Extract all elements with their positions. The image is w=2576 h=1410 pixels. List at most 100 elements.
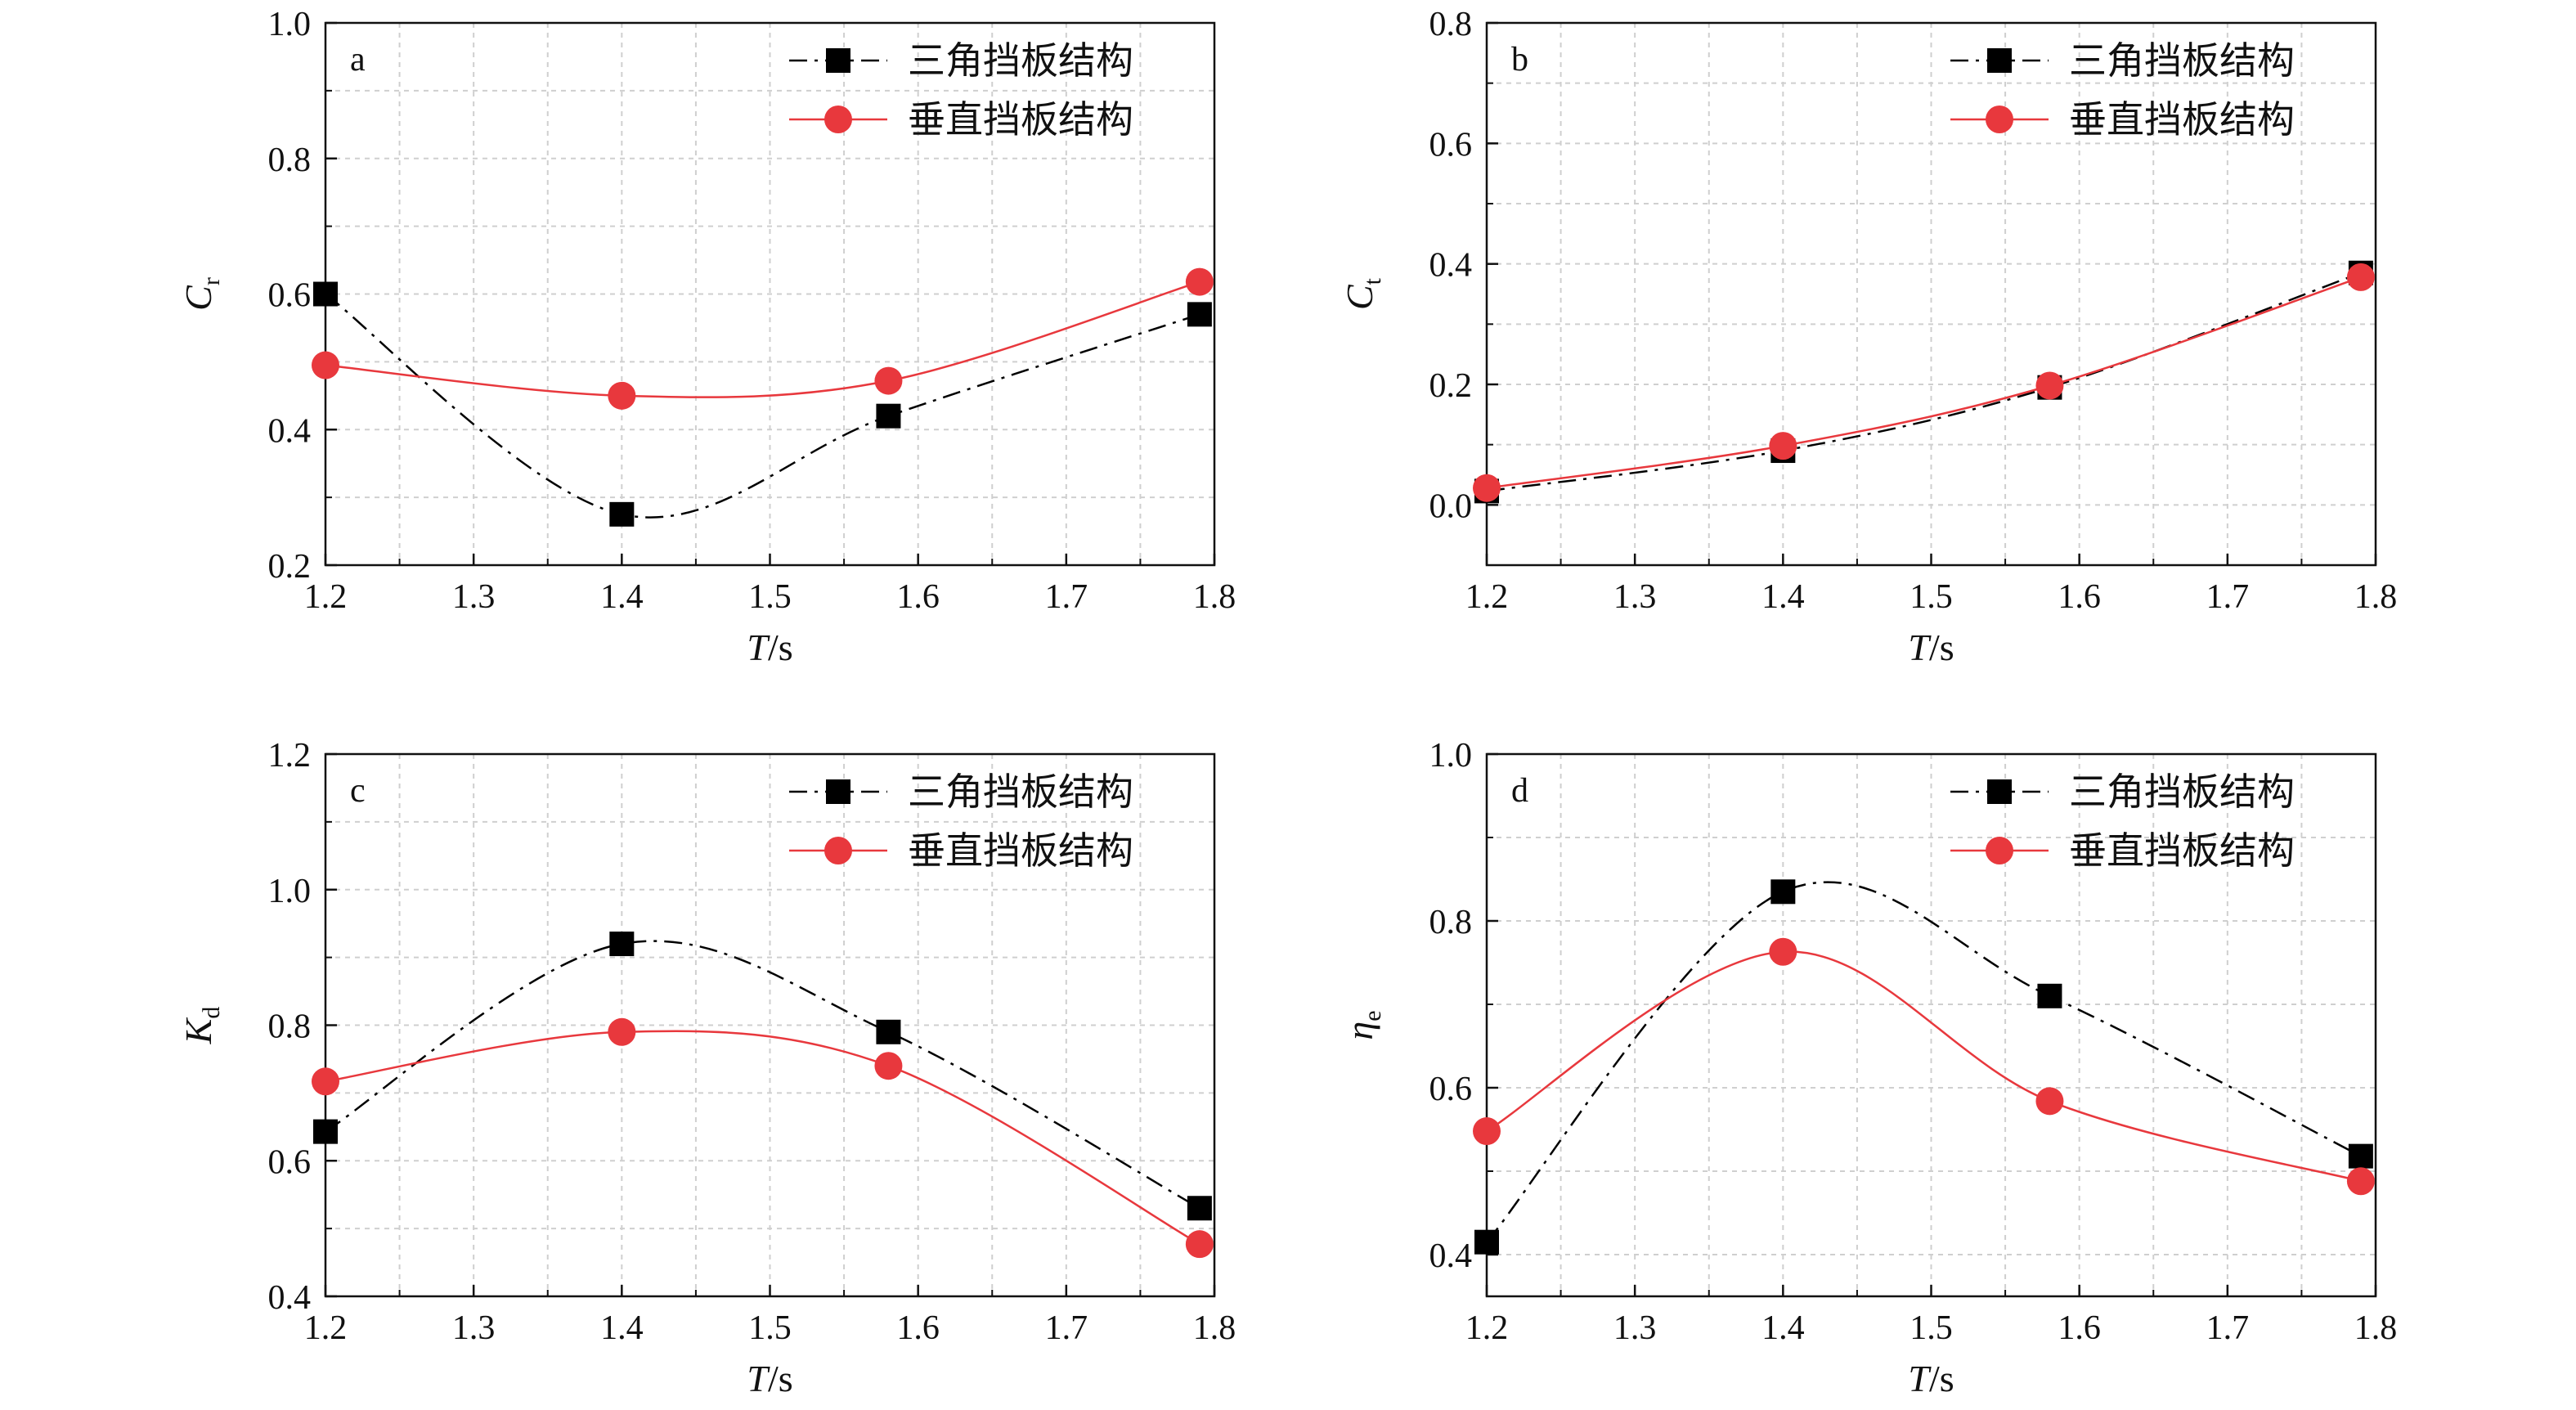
x-tick-label: 1.4 <box>600 1309 644 1347</box>
legend-marker-circle <box>1986 837 2013 864</box>
grid-a <box>325 23 1214 565</box>
legend-label: 三角挡板结构 <box>908 38 1133 83</box>
data-point-circle <box>2346 1167 2375 1196</box>
legend-marker-square <box>826 779 850 804</box>
x-tick-label: 1.5 <box>1910 578 1953 616</box>
y-axis-title: ηe <box>1339 1010 1386 1040</box>
legend-label: 三角挡板结构 <box>2069 38 2295 83</box>
panel-label: b <box>1511 41 1528 79</box>
series-line-vertical <box>325 1030 1200 1246</box>
x-tick-label: 1.5 <box>1910 1309 1953 1347</box>
x-tick-label: 1.2 <box>304 578 348 616</box>
legend-label: 三角挡板结构 <box>908 770 1133 814</box>
series-line-vertical <box>1486 276 2362 489</box>
y-tick-label: 0.6 <box>1429 1071 1473 1108</box>
legend-marker-circle <box>824 106 852 133</box>
y-tick-label: 1.2 <box>268 737 312 775</box>
x-tick-label: 1.4 <box>1761 578 1805 616</box>
data-point-square <box>1770 879 1796 905</box>
y-tick-label: 0.6 <box>268 1143 312 1181</box>
x-axis-title: T/s <box>1908 626 1954 668</box>
x-tick-label: 1.7 <box>1045 1309 1088 1347</box>
x-tick-label: 1.6 <box>2058 578 2101 616</box>
data-point-circle <box>312 1067 339 1096</box>
panel-c: 1.2 1.3 1.4 1.5 1.6 1.7 1.8 0.4 0.6 0.8 1.0 1.2 T/s K… <box>177 737 1236 1399</box>
y-tick-label: 1.0 <box>268 6 312 43</box>
data-point-circle <box>874 366 903 395</box>
data-point-square <box>609 501 635 527</box>
legend-marker-square <box>1987 48 2012 73</box>
data-point-circle <box>1473 1117 1501 1146</box>
y-tick-label: 0.8 <box>1429 6 1473 43</box>
x-axis-title: T/s <box>1908 1358 1954 1399</box>
y-tick-label: 0.4 <box>268 412 312 450</box>
data-point-circle <box>1769 937 1797 966</box>
y-tick-label: 0.4 <box>1429 247 1473 285</box>
data-point-square <box>313 281 338 307</box>
y-axis-title: Ct <box>1339 277 1386 310</box>
y-tick-label: 0.4 <box>268 1279 312 1317</box>
data-point-square <box>1187 302 1212 327</box>
x-tick-label: 1.7 <box>2206 1309 2250 1347</box>
x-tick-label: 1.6 <box>896 1309 940 1347</box>
y-tick-label: 0.2 <box>1429 367 1473 405</box>
data-point-circle <box>1185 267 1214 296</box>
x-tick-label: 1.6 <box>2058 1309 2101 1347</box>
panel-a: 1.2 1.3 1.4 1.5 1.6 1.7 1.8 0.2 0.4 0.6 0.8 1.0 T/s C… <box>177 6 1236 668</box>
y-tick-label: 0.8 <box>268 1008 312 1046</box>
grid-c <box>325 754 1214 1296</box>
legend-marker-circle <box>1986 106 2013 133</box>
legend-label: 三角挡板结构 <box>2069 770 2295 814</box>
y-tick-label: 1.0 <box>1429 737 1473 775</box>
x-tick-label: 1.8 <box>2354 1309 2398 1347</box>
legend-label: 垂直挡板结构 <box>2069 828 2295 873</box>
y-tick-label: 0.8 <box>1429 904 1473 941</box>
series-line-triangle <box>325 940 1200 1210</box>
panel-b: 1.2 1.3 1.4 1.5 1.6 1.7 1.8 0.0 0.2 0.4 0.6 0.8 T/s C… <box>1339 6 2397 668</box>
data-point-circle <box>1473 474 1501 502</box>
data-point-circle <box>608 1017 636 1046</box>
data-point-square <box>1187 1196 1212 1221</box>
x-tick-label: 1.8 <box>1193 578 1236 616</box>
x-tick-label: 1.6 <box>896 578 940 616</box>
x-tick-label: 1.2 <box>304 1309 348 1347</box>
data-point-circle <box>874 1052 903 1080</box>
panel-label: a <box>350 41 366 79</box>
y-tick-label: 1.0 <box>268 873 312 910</box>
x-tick-label: 1.3 <box>1613 578 1657 616</box>
data-point-circle <box>2035 371 2064 400</box>
series-line-vertical <box>1486 950 2362 1183</box>
legend-marker-circle <box>824 837 852 864</box>
grid-b <box>1487 23 2376 565</box>
legend-marker-square <box>826 48 850 73</box>
x-tick-label: 1.3 <box>1613 1309 1657 1347</box>
series-line-triangle <box>1486 272 2362 492</box>
x-tick-label: 1.2 <box>1465 578 1509 616</box>
legend-label: 垂直挡板结构 <box>908 97 1133 141</box>
x-tick-label: 1.7 <box>2206 578 2250 616</box>
panel-label: d <box>1511 772 1528 810</box>
data-point-circle <box>312 351 339 379</box>
legend-label: 垂直挡板结构 <box>908 828 1133 873</box>
y-tick-label: 0.6 <box>1429 126 1473 164</box>
y-axis-title: Cr <box>177 277 225 311</box>
y-tick-label: 0.4 <box>1429 1237 1473 1275</box>
data-point-square <box>2348 1143 2373 1169</box>
series-line-triangle <box>325 293 1200 519</box>
x-tick-label: 1.3 <box>452 1309 496 1347</box>
y-axis-title: Kd <box>177 1007 225 1045</box>
legend-marker-square <box>1987 779 2012 804</box>
x-tick-label: 1.3 <box>452 578 496 616</box>
x-tick-label: 1.8 <box>2354 578 2398 616</box>
panel-label: c <box>350 772 366 810</box>
data-point-circle <box>1185 1230 1214 1259</box>
x-tick-label: 1.7 <box>1045 578 1088 616</box>
x-tick-label: 1.4 <box>600 578 644 616</box>
x-axis-title: T/s <box>747 626 792 668</box>
data-point-square <box>2037 983 2062 1008</box>
y-tick-label: 0.6 <box>268 277 312 315</box>
